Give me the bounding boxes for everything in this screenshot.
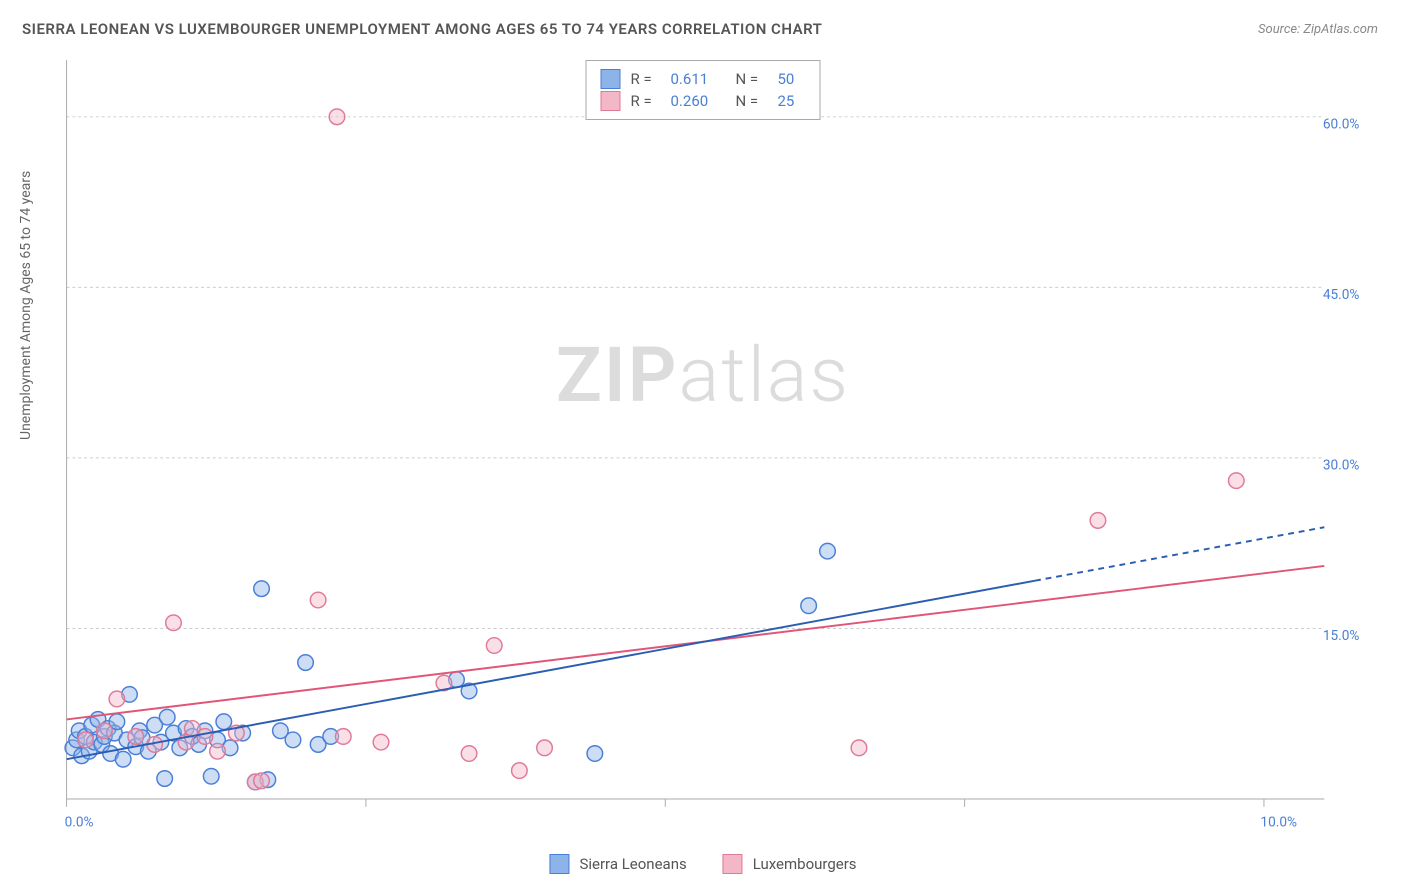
scatter-plot: 15.0% 30.0% 45.0% 60.0% 0.0% 10.0% bbox=[48, 58, 1378, 838]
svg-text:45.0%: 45.0% bbox=[1323, 287, 1360, 303]
source-attribution: Source: ZipAtlas.com bbox=[1258, 22, 1378, 37]
swatch-sierra-icon bbox=[549, 854, 569, 874]
swatch-lux bbox=[601, 91, 621, 111]
n-value-sierra: 50 bbox=[778, 70, 806, 88]
r-value-sierra: 0.611 bbox=[671, 70, 726, 88]
correlation-legend: R = 0.611 N = 50 R = 0.260 N = 25 bbox=[586, 60, 821, 120]
svg-text:60.0%: 60.0% bbox=[1323, 117, 1360, 133]
legend-item-lux: Luxembourgers bbox=[723, 854, 857, 874]
svg-text:10.0%: 10.0% bbox=[1260, 814, 1297, 830]
swatch-lux-icon bbox=[723, 854, 743, 874]
legend-label-sierra: Sierra Leoneans bbox=[579, 855, 686, 873]
svg-text:30.0%: 30.0% bbox=[1323, 458, 1360, 474]
chart-title: SIERRA LEONEAN VS LUXEMBOURGER UNEMPLOYM… bbox=[22, 20, 822, 38]
swatch-sierra bbox=[601, 69, 621, 89]
n-label: N = bbox=[736, 92, 768, 110]
svg-text:0.0%: 0.0% bbox=[65, 814, 94, 830]
chart-svg: 15.0% 30.0% 45.0% 60.0% 0.0% 10.0% bbox=[48, 58, 1378, 838]
series-legend: Sierra Leoneans Luxembourgers bbox=[549, 854, 856, 874]
r-label: R = bbox=[631, 92, 661, 110]
y-axis-label: Unemployment Among Ages 65 to 74 years bbox=[18, 171, 34, 440]
r-value-lux: 0.260 bbox=[671, 92, 726, 110]
n-label: N = bbox=[736, 70, 768, 88]
legend-row-lux: R = 0.260 N = 25 bbox=[601, 91, 806, 111]
legend-label-lux: Luxembourgers bbox=[753, 855, 857, 873]
legend-item-sierra: Sierra Leoneans bbox=[549, 854, 686, 874]
n-value-lux: 25 bbox=[778, 92, 806, 110]
r-label: R = bbox=[631, 70, 661, 88]
svg-text:15.0%: 15.0% bbox=[1323, 628, 1360, 644]
legend-row-sierra: R = 0.611 N = 50 bbox=[601, 69, 806, 89]
